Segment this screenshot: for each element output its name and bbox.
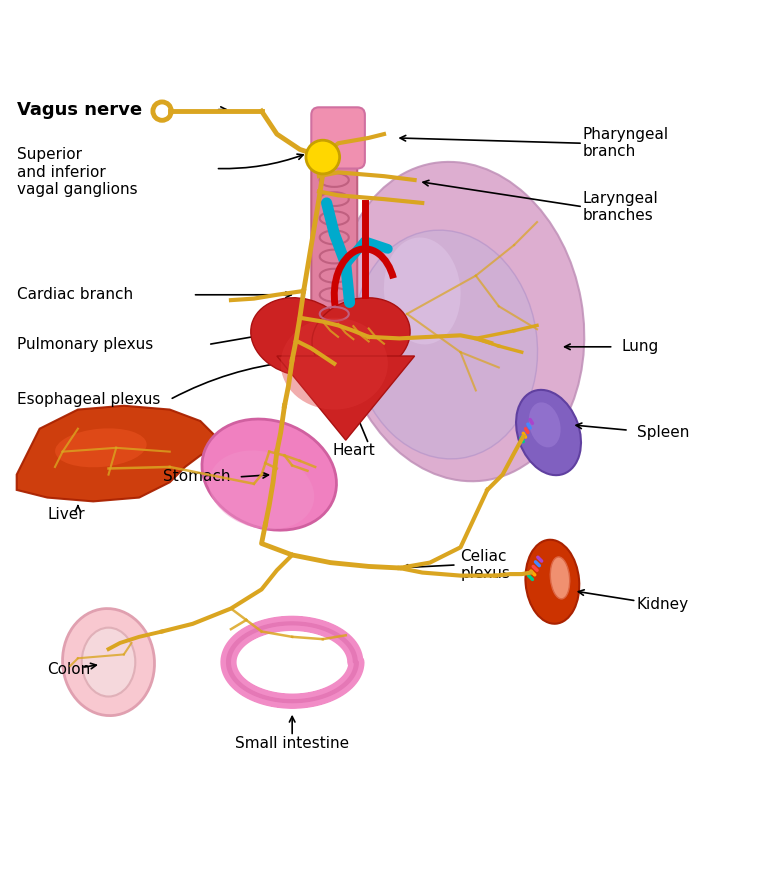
Polygon shape [277,356,415,440]
Text: Laryngeal
branches: Laryngeal branches [583,191,659,223]
Ellipse shape [62,608,154,716]
Ellipse shape [251,297,349,376]
Text: Stomach: Stomach [164,470,231,485]
Text: Kidney: Kidney [637,598,689,612]
Ellipse shape [202,419,336,530]
Ellipse shape [209,450,314,529]
Text: Colon: Colon [48,662,91,678]
Text: Liver: Liver [48,507,85,522]
Ellipse shape [516,390,581,475]
FancyBboxPatch shape [311,107,365,169]
FancyBboxPatch shape [311,154,357,337]
Text: Lung: Lung [621,339,658,354]
Circle shape [306,140,339,174]
Ellipse shape [525,540,579,623]
Ellipse shape [81,628,135,696]
Text: Superior
and inferior
vagal ganglions: Superior and inferior vagal ganglions [17,147,137,197]
Text: Pulmonary plexus: Pulmonary plexus [17,337,153,352]
Ellipse shape [384,237,461,345]
Text: Spleen: Spleen [637,425,689,440]
Ellipse shape [353,230,538,459]
Text: Pharyngeal
branch: Pharyngeal branch [583,127,669,160]
Ellipse shape [336,162,584,481]
Ellipse shape [528,402,561,448]
Text: Cardiac branch: Cardiac branch [17,288,133,302]
Text: Small intestine: Small intestine [235,736,349,751]
Ellipse shape [55,428,147,467]
Text: Celiac
plexus: Celiac plexus [461,549,511,581]
Polygon shape [17,406,216,502]
Text: Vagus nerve: Vagus nerve [17,100,142,119]
Ellipse shape [280,318,388,409]
Ellipse shape [551,557,570,599]
Text: Esophageal plexus: Esophageal plexus [17,392,160,407]
Text: Heart: Heart [332,442,375,457]
Ellipse shape [312,297,410,376]
